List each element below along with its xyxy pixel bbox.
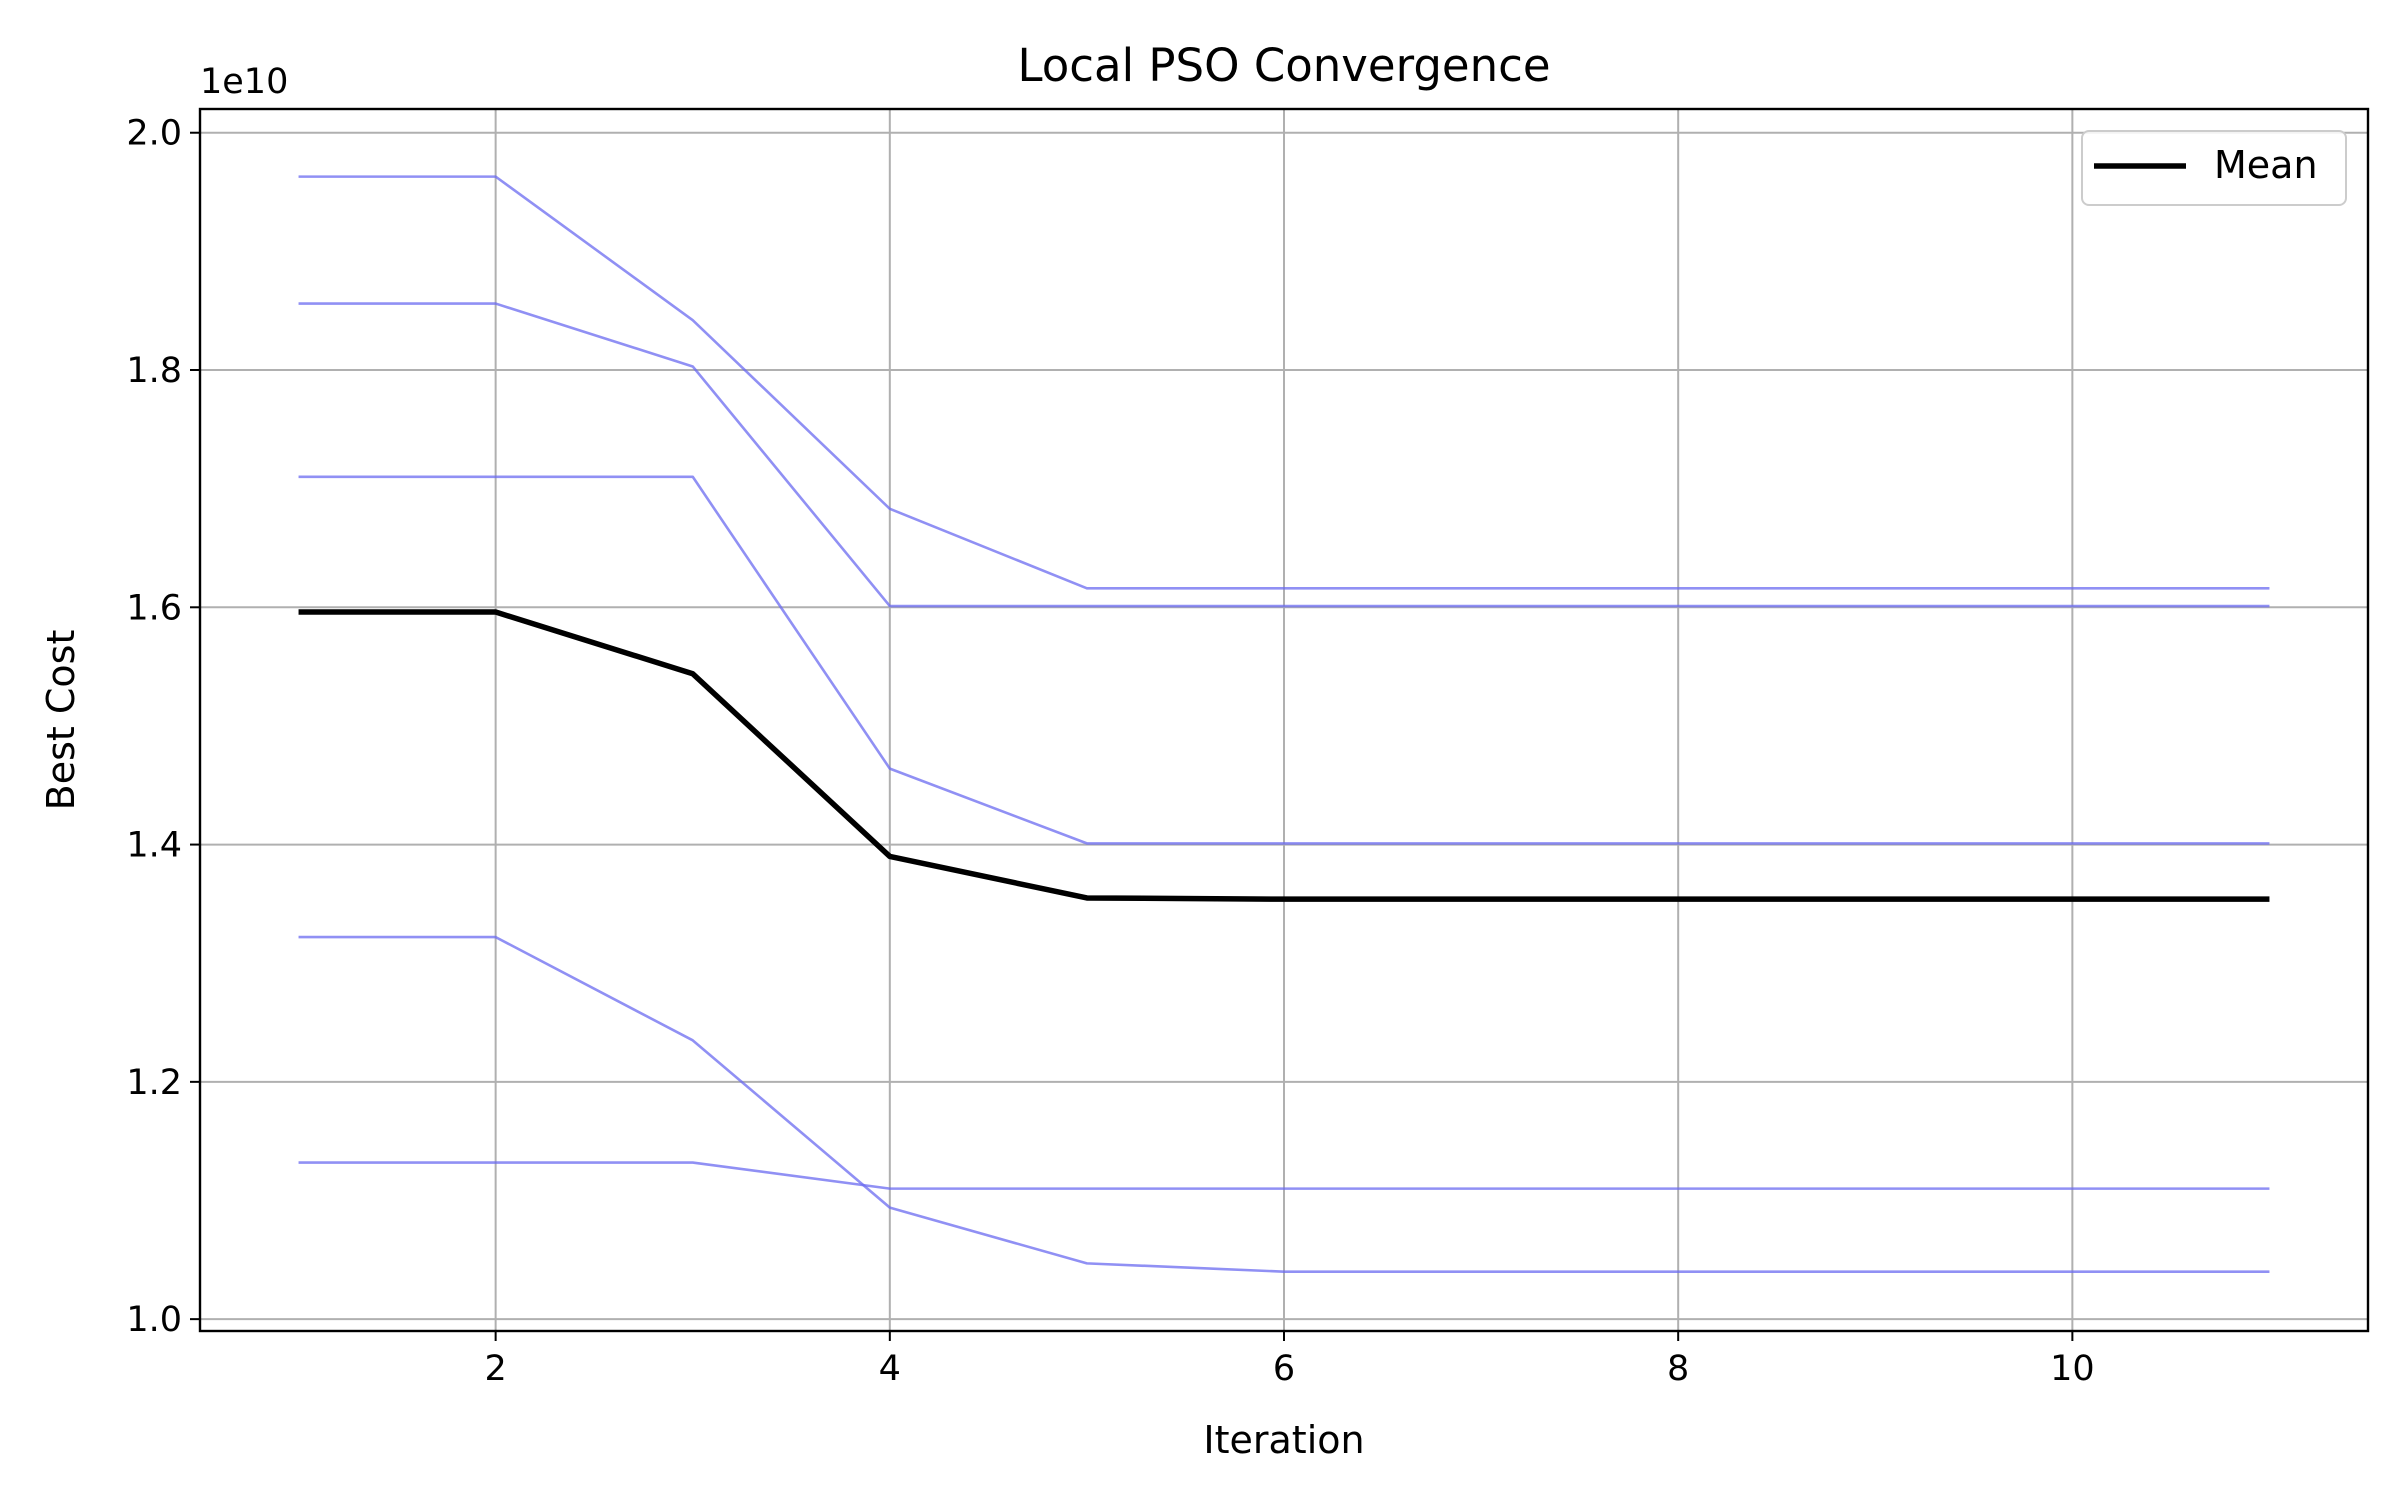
y-tick-label: 2.0: [126, 114, 182, 154]
chart-title: Local PSO Convergence: [1017, 39, 1550, 92]
x-tick-label: 8: [1667, 1349, 1689, 1389]
run-line-5: [298, 1161, 2270, 1190]
run-line-4: [298, 935, 2270, 1273]
y-axis-offset-label: 1e10: [200, 62, 288, 102]
run-line-2: [298, 302, 2270, 608]
mean-line: [298, 609, 2270, 902]
legend: Mean: [2081, 130, 2347, 206]
y-tick-label: 1.6: [126, 588, 182, 628]
run-lines: [298, 175, 2270, 1273]
x-tick-label: 2: [484, 1349, 506, 1389]
x-tick-label: 4: [879, 1349, 901, 1389]
x-axis-ticks: 2 4 6 8 10: [484, 1331, 2095, 1389]
y-tick-label: 1.2: [126, 1063, 182, 1103]
y-tick-label: 1.0: [126, 1300, 182, 1340]
y-axis-label: Best Cost: [39, 630, 83, 811]
legend-box: [2081, 130, 2347, 206]
legend-label-mean: Mean: [2214, 143, 2318, 187]
run-line-3: [298, 475, 2270, 845]
x-axis-label: Iteration: [1203, 1418, 1364, 1462]
run-line-1: [298, 175, 2270, 590]
x-tick-label: 6: [1273, 1349, 1295, 1389]
y-axis-ticks: 1.0 1.2 1.4 1.6 1.8 2.0: [126, 114, 200, 1340]
y-tick-label: 1.8: [126, 351, 182, 391]
x-tick-label: 10: [2050, 1349, 2095, 1389]
y-tick-label: 1.4: [126, 826, 182, 866]
mean-line-group: [298, 609, 2270, 902]
